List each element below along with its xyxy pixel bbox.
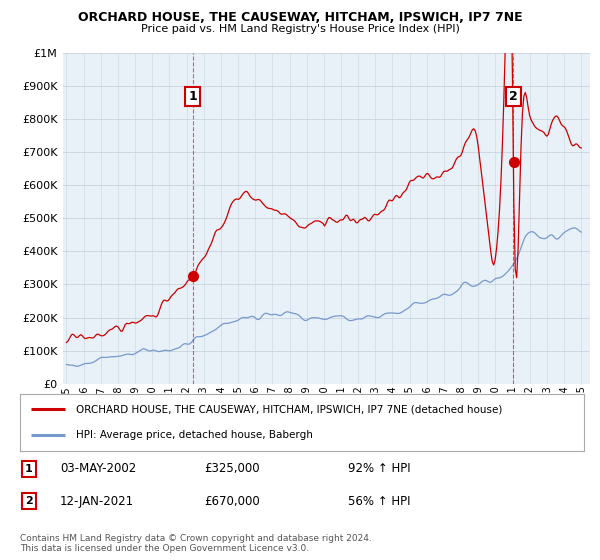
Text: HPI: Average price, detached house, Babergh: HPI: Average price, detached house, Babe… <box>76 431 313 440</box>
Text: 03-MAY-2002: 03-MAY-2002 <box>60 462 136 475</box>
Text: 56% ↑ HPI: 56% ↑ HPI <box>348 494 410 508</box>
Text: 92% ↑ HPI: 92% ↑ HPI <box>348 462 410 475</box>
Text: ORCHARD HOUSE, THE CAUSEWAY, HITCHAM, IPSWICH, IP7 7NE: ORCHARD HOUSE, THE CAUSEWAY, HITCHAM, IP… <box>77 11 523 24</box>
Text: Contains HM Land Registry data © Crown copyright and database right 2024.
This d: Contains HM Land Registry data © Crown c… <box>20 534 371 553</box>
Text: ORCHARD HOUSE, THE CAUSEWAY, HITCHAM, IPSWICH, IP7 7NE (detached house): ORCHARD HOUSE, THE CAUSEWAY, HITCHAM, IP… <box>76 404 503 414</box>
Text: Price paid vs. HM Land Registry's House Price Index (HPI): Price paid vs. HM Land Registry's House … <box>140 24 460 34</box>
Text: £670,000: £670,000 <box>204 494 260 508</box>
Text: 1: 1 <box>188 90 197 102</box>
Text: 2: 2 <box>509 90 518 102</box>
Text: 2: 2 <box>25 496 32 506</box>
Text: £325,000: £325,000 <box>204 462 260 475</box>
Text: 12-JAN-2021: 12-JAN-2021 <box>60 494 134 508</box>
Text: 1: 1 <box>25 464 32 474</box>
